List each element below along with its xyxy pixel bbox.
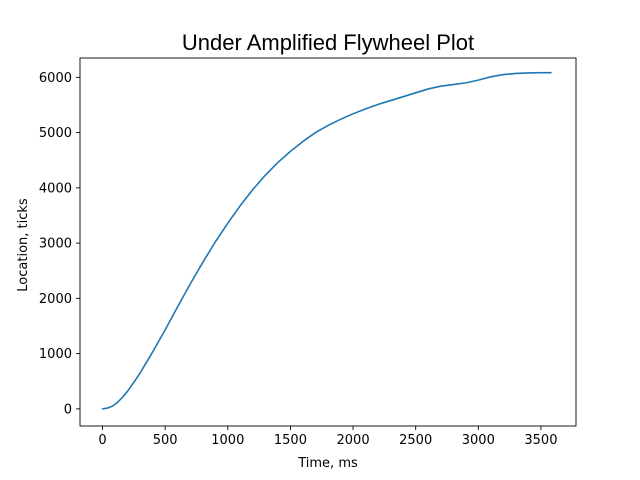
chart-title: Under Amplified Flywheel Plot — [182, 30, 474, 55]
y-tick-label: 5000 — [39, 126, 72, 141]
x-tick-label: 3500 — [524, 433, 557, 448]
y-tick-label: 4000 — [39, 181, 72, 196]
y-tick-label: 0 — [64, 402, 72, 417]
plot-area: 0 500 1000 1500 2000 2500 3000 3500 0 1000 2000 300… — [39, 57, 577, 448]
y-tick-label: 2000 — [39, 292, 72, 307]
axes-frame — [79, 57, 577, 427]
x-tick-label: 0 — [98, 433, 106, 448]
y-tick-label: 6000 — [39, 71, 72, 86]
x-tick-label: 500 — [153, 433, 178, 448]
y-axis-title: Location, ticks — [16, 198, 31, 292]
x-tick-label: 2500 — [399, 433, 432, 448]
series-line — [101, 71, 552, 410]
x-axis-title: Time, ms — [297, 456, 358, 471]
x-tick-label: 3000 — [462, 433, 495, 448]
y-tick-label: 1000 — [39, 347, 72, 362]
y-tick-label: 3000 — [39, 237, 72, 252]
x-tick-label: 1500 — [274, 433, 307, 448]
x-tick-label: 2000 — [337, 433, 370, 448]
x-tick-label: 1000 — [211, 433, 244, 448]
